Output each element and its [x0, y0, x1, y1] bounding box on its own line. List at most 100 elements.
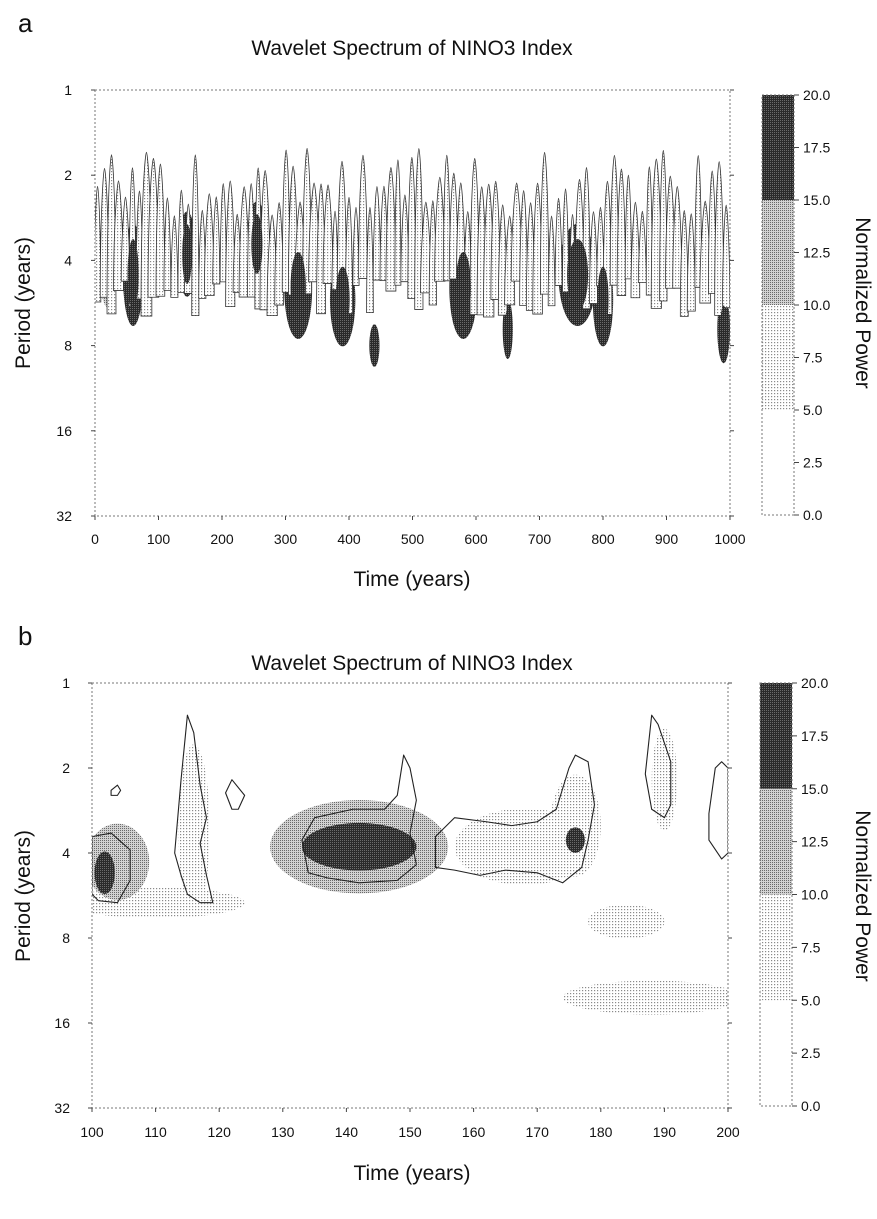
y-tick-label: 2	[62, 760, 70, 776]
y-tick-label: 32	[56, 508, 72, 524]
panel-b-y-ticks: 1 2 4 8 16 32	[54, 675, 732, 1116]
x-tick-label: 200	[716, 1124, 740, 1140]
colorbar-tick-label: 5.0	[803, 402, 823, 418]
power-core-2	[182, 224, 192, 284]
power-core-11	[720, 305, 728, 354]
x-tick-label: 100	[80, 1124, 104, 1140]
power-core-8	[504, 308, 511, 351]
colorbar-tick-label: 2.5	[801, 1045, 821, 1061]
contour-line-8	[225, 779, 246, 810]
x-tick-label: 600	[464, 531, 488, 547]
power-core-6	[371, 330, 378, 361]
x-tick-label: 100	[147, 531, 171, 547]
panel-a: a Wavelet Spectrum of NINO3 Index 1 2 4 8 16…	[12, 8, 874, 591]
x-tick-label: 1000	[714, 531, 745, 547]
colorbar-tick-label: 17.5	[803, 140, 830, 156]
x-tick-label: 0	[91, 531, 99, 547]
panel-b-x-ticks: 100 110 120 130 140 150 160 170 180 190 200	[80, 1108, 740, 1140]
power-spike	[358, 154, 368, 279]
contour-line-5	[644, 714, 672, 819]
x-tick-label: 400	[337, 531, 361, 547]
x-tick-label: 200	[210, 531, 234, 547]
panel-b-power-regions	[92, 728, 728, 1015]
y-tick-label: 2	[64, 167, 72, 183]
panel-b-plot-area	[92, 683, 728, 1108]
x-tick-label: 150	[398, 1124, 422, 1140]
panel-a-title: Wavelet Spectrum of NINO3 Index	[251, 37, 573, 60]
y-tick-label: 32	[54, 1100, 70, 1116]
colorbar-band-1	[762, 410, 794, 515]
contour-line-7	[110, 784, 122, 796]
x-tick-label: 120	[208, 1124, 232, 1140]
y-tick-label: 8	[64, 338, 72, 354]
colorbar-tick-label: 17.5	[801, 728, 828, 744]
power-core-9	[567, 239, 589, 311]
panel-a-background	[95, 90, 730, 516]
colorbar-tick-label: 12.5	[803, 245, 830, 261]
power-spike	[394, 159, 402, 286]
colorbar-band-4	[760, 683, 792, 789]
panel-b-title: Wavelet Spectrum of NINO3 Index	[251, 652, 573, 675]
panel-b-contours	[92, 714, 728, 904]
y-tick-label: 1	[62, 675, 70, 691]
power-spike	[170, 215, 179, 298]
colorbar-tick-label: 15.0	[803, 192, 830, 208]
colorbar-tick-label: 10.0	[803, 297, 830, 313]
colorbar-band-3	[762, 200, 794, 305]
colorbar-band-4	[762, 95, 794, 200]
x-tick-label: 180	[589, 1124, 613, 1140]
x-tick-label: 800	[591, 531, 615, 547]
colorbar-tick-label: 7.5	[803, 350, 823, 366]
colorbar-band-2	[760, 894, 792, 1001]
power-region-7	[549, 774, 601, 877]
y-tick-label: 4	[62, 845, 70, 861]
x-tick-label: 160	[462, 1124, 486, 1140]
panel-b-y-axis-label: Period (years)	[12, 830, 35, 962]
power-core-10	[597, 266, 609, 333]
power-region-11	[94, 851, 115, 895]
power-spike	[722, 204, 730, 309]
panel-a-power-fringe	[95, 148, 730, 361]
panel-a-colorbar-label: Normalized Power	[851, 217, 874, 389]
power-region-8	[92, 823, 150, 901]
colorbar-band-1	[760, 1000, 792, 1106]
panel-b-letter: b	[18, 621, 32, 651]
colorbar-tick-label: 7.5	[801, 939, 821, 955]
power-spike	[554, 197, 563, 286]
x-tick-label: 190	[653, 1124, 677, 1140]
y-tick-label: 16	[54, 1015, 70, 1031]
panel-b-colorbar-label: Normalized Power	[851, 810, 874, 982]
x-tick-label: 500	[401, 531, 425, 547]
power-core-1	[127, 239, 139, 311]
panel-a-x-axis-label: Time (years)	[353, 568, 470, 591]
x-tick-label: 130	[271, 1124, 295, 1140]
y-tick-label: 4	[64, 252, 72, 268]
power-spike	[562, 188, 569, 293]
power-core-5	[335, 266, 350, 333]
x-tick-label: 300	[274, 531, 298, 547]
power-region-12	[301, 822, 417, 871]
colorbar-tick-label: 10.0	[801, 887, 828, 903]
y-tick-label: 8	[62, 930, 70, 946]
x-tick-label: 900	[655, 531, 679, 547]
power-core-7	[455, 252, 471, 324]
panel-a-frame	[94, 89, 731, 517]
y-tick-label: 16	[56, 423, 72, 439]
panel-a-colorbar: 0.0 2.5 5.0 7.5 10.0 12.5 15.0 17.5 20.0	[761, 87, 830, 523]
panel-a-plot-area	[95, 90, 730, 516]
power-spike	[163, 197, 172, 291]
colorbar-tick-label: 12.5	[801, 834, 828, 850]
colorbar-tick-label: 0.0	[803, 507, 823, 523]
power-region-5	[177, 744, 210, 915]
colorbar-band-2	[762, 305, 794, 410]
panel-a-letter: a	[18, 8, 33, 38]
x-tick-label: 110	[144, 1124, 167, 1140]
power-spike	[191, 154, 200, 316]
power-spike	[212, 196, 221, 285]
power-region-1	[92, 887, 245, 919]
x-tick-label: 170	[526, 1124, 550, 1140]
x-tick-label: 700	[528, 531, 552, 547]
panel-a-y-ticks: 1 2 4 8 16 32	[56, 82, 734, 524]
power-core-3	[251, 214, 263, 274]
